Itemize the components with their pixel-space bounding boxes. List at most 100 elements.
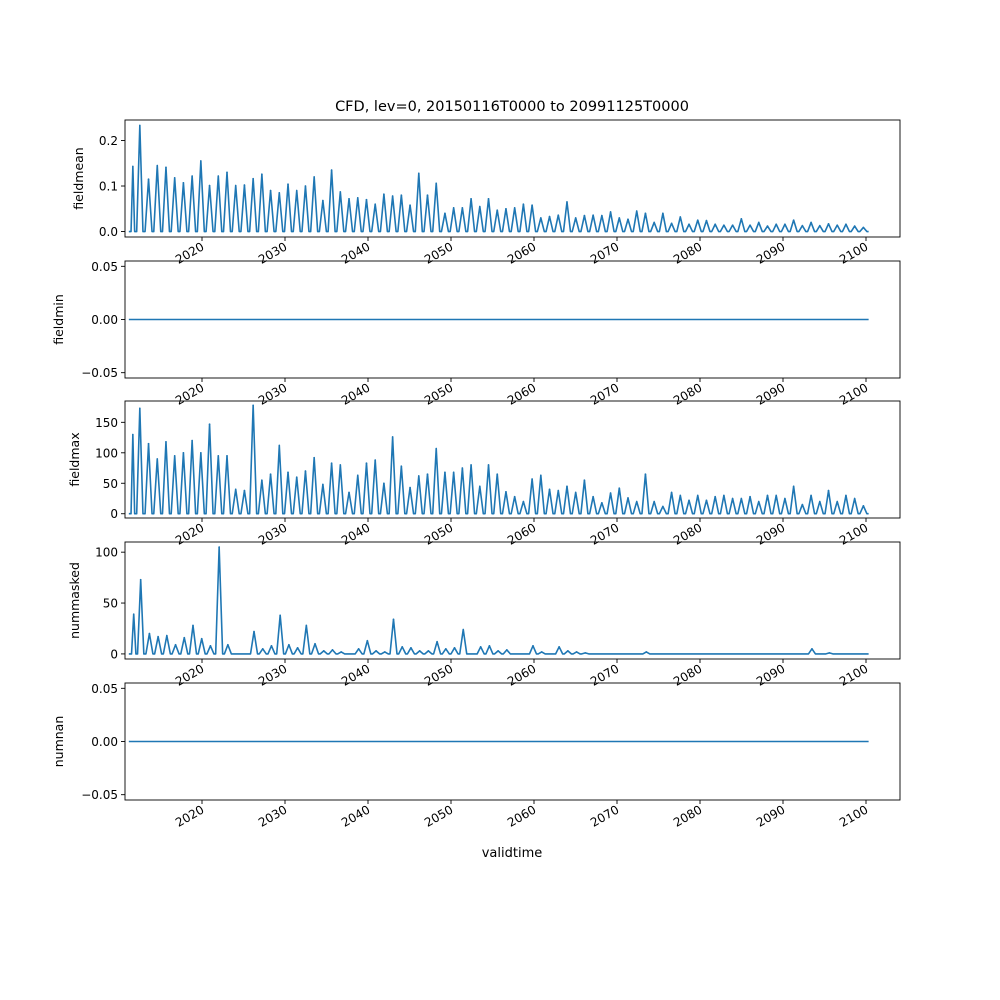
data-point-fieldmax-42 <box>496 473 499 475</box>
y-axis-label-nummasked: nummasked <box>67 562 82 639</box>
data-point-fieldmean-13 <box>243 184 246 186</box>
data-point-fieldmean-10 <box>217 175 220 177</box>
data-point-fieldmean-47 <box>540 217 542 219</box>
data-point-nummasked-8 <box>200 637 203 640</box>
data-point-fieldmax-7 <box>191 439 193 442</box>
data-point-fieldmean-25 <box>348 197 350 200</box>
data-point-fieldmean-43 <box>505 207 507 210</box>
data-point-fieldmax-26 <box>356 474 359 477</box>
data-point-fieldmax-17 <box>278 444 281 447</box>
data-point-nummasked-45 <box>584 652 587 654</box>
data-point-nummasked-0 <box>132 613 135 616</box>
y-axis-label-fieldmean: fieldmean <box>71 147 86 209</box>
y-tick-label-fieldmax-0: 0 <box>110 507 118 521</box>
data-point-fieldmean-56 <box>618 217 621 219</box>
data-point-fieldmax-64 <box>688 499 690 502</box>
data-point-fieldmean-34 <box>426 194 429 196</box>
data-point-fieldmax-28 <box>374 459 377 461</box>
data-point-nummasked-34 <box>453 647 456 649</box>
data-point-fieldmax-24 <box>339 464 342 466</box>
data-point-fieldmax-23 <box>330 462 333 464</box>
y-tick-label-fieldmax-3: 150 <box>95 416 118 430</box>
y-tick-label-numnan-2: 0.05 <box>91 682 118 696</box>
y-tick-label-nummasked-2: 100 <box>95 546 118 560</box>
chart-title: CFD, lev=0, 20150116T0000 to 20991125T00… <box>335 99 689 115</box>
data-point-fieldmean-54 <box>601 214 603 217</box>
data-point-nummasked-10 <box>218 546 220 548</box>
data-point-fieldmax-53 <box>592 495 594 498</box>
data-point-fieldmean-51 <box>574 217 577 219</box>
data-point-fieldmax-72 <box>757 500 760 503</box>
data-point-fieldmean-73 <box>766 225 769 227</box>
data-point-fieldmean-4 <box>165 166 167 169</box>
data-point-fieldmax-10 <box>217 455 220 457</box>
y-tick-label-fieldmean-0: 0.0 <box>99 225 118 239</box>
data-point-fieldmean-23 <box>330 169 333 171</box>
data-point-fieldmax-45 <box>522 500 525 503</box>
y-axis-label-numnan: numnan <box>51 716 66 768</box>
data-point-fieldmean-45 <box>522 203 525 206</box>
data-point-fieldmax-62 <box>670 491 673 494</box>
data-point-fieldmax-67 <box>714 495 716 498</box>
y-tick-label-numnan-0: −0.05 <box>81 788 118 802</box>
data-point-fieldmax-55 <box>609 492 612 494</box>
data-point-fieldmean-7 <box>191 175 193 177</box>
data-point-fieldmean-53 <box>592 214 594 216</box>
data-point-fieldmax-56 <box>618 487 621 489</box>
data-point-nummasked-23 <box>357 648 360 650</box>
data-point-fieldmean-20 <box>304 185 307 187</box>
data-point-fieldmean-33 <box>417 172 420 175</box>
data-point-nummasked-38 <box>497 650 499 652</box>
x-axis-label: validtime <box>482 846 543 861</box>
data-point-fieldmax-33 <box>417 475 420 477</box>
data-point-nummasked-22 <box>340 651 343 653</box>
data-point-fieldmean-3 <box>156 164 159 167</box>
data-point-fieldmean-76 <box>792 219 795 221</box>
data-point-nummasked-25 <box>375 650 377 652</box>
data-point-fieldmean-60 <box>653 221 655 224</box>
data-point-fieldmean-9 <box>208 184 211 187</box>
data-point-fieldmax-38 <box>461 467 464 469</box>
data-point-nummasked-36 <box>479 645 482 648</box>
data-point-fieldmax-30 <box>391 436 394 438</box>
data-point-fieldmean-81 <box>836 224 839 226</box>
data-point-fieldmax-3 <box>156 458 159 460</box>
data-point-nummasked-6 <box>183 636 186 639</box>
data-point-fieldmean-48 <box>548 215 551 218</box>
data-point-fieldmean-71 <box>749 224 751 226</box>
data-point-fieldmean-18 <box>287 183 289 185</box>
data-point-fieldmax-29 <box>383 482 385 485</box>
data-point-fieldmean-38 <box>461 207 464 209</box>
data-point-fieldmean-57 <box>627 218 629 221</box>
data-point-fieldmax-34 <box>426 473 429 475</box>
data-point-nummasked-20 <box>322 650 325 652</box>
data-point-fieldmean-61 <box>662 212 664 215</box>
data-point-fieldmean-66 <box>705 219 708 222</box>
data-point-fieldmax-27 <box>365 462 368 464</box>
data-point-fieldmax-9 <box>208 423 211 425</box>
data-point-fieldmean-27 <box>365 198 368 201</box>
data-point-fieldmean-59 <box>644 212 647 215</box>
y-axis-label-fieldmin: fieldmin <box>51 294 66 345</box>
data-point-fieldmean-15 <box>261 173 263 175</box>
data-point-fieldmean-19 <box>295 189 298 192</box>
data-point-fieldmean-21 <box>313 176 315 178</box>
data-point-fieldmax-1 <box>139 407 141 410</box>
y-tick-label-numnan-1: 0.00 <box>91 735 118 749</box>
data-point-fieldmean-82 <box>845 223 847 226</box>
y-tick-label-fieldmean-2: 0.2 <box>99 134 118 148</box>
data-point-fieldmean-30 <box>391 195 394 197</box>
data-point-fieldmax-77 <box>801 503 804 506</box>
data-point-fieldmax-36 <box>444 471 446 474</box>
data-point-fieldmean-8 <box>200 160 202 162</box>
data-point-fieldmean-55 <box>609 211 612 213</box>
data-point-fieldmax-81 <box>836 500 839 503</box>
y-tick-label-fieldmean-1: 0.1 <box>99 180 118 194</box>
data-point-fieldmax-78 <box>810 494 812 497</box>
data-point-nummasked-19 <box>314 642 316 645</box>
data-point-fieldmean-74 <box>775 223 778 226</box>
data-point-fieldmax-70 <box>740 497 743 500</box>
data-point-fieldmean-63 <box>679 216 682 218</box>
